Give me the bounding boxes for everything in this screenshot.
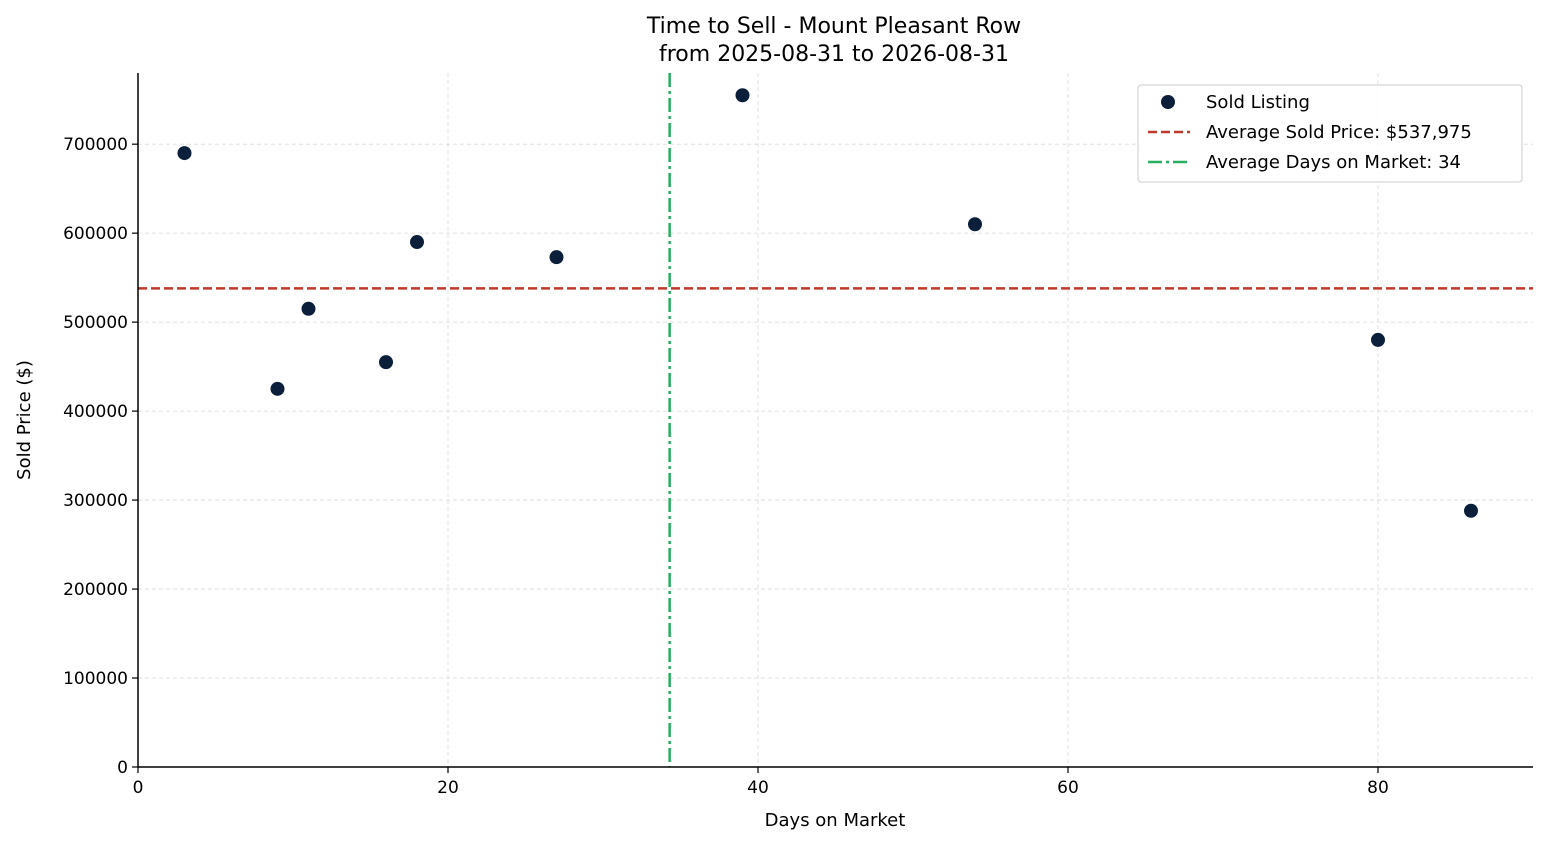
- legend-label-avg-days: Average Days on Market: 34: [1206, 152, 1461, 173]
- data-point: [1464, 503, 1478, 518]
- legend: Sold Listing Average Sold Price: $537,97…: [1137, 84, 1523, 183]
- legend-marker-sold-listing: [1161, 95, 1175, 109]
- data-point: [1371, 332, 1385, 347]
- y-tick-label: 400000: [63, 402, 128, 422]
- data-point: [549, 250, 564, 265]
- x-tick-label: 80: [1367, 778, 1389, 798]
- data-point: [968, 217, 982, 232]
- grid-lines: [138, 73, 1533, 767]
- data-point: [301, 301, 316, 316]
- y-tick-label: 200000: [63, 580, 128, 600]
- legend-label-avg-price: Average Sold Price: $537,975: [1206, 122, 1472, 143]
- x-tick-label: 60: [1057, 778, 1079, 798]
- legend-box: [1137, 84, 1523, 183]
- y-tick-label: 700000: [63, 135, 128, 155]
- data-points: [177, 88, 1478, 518]
- x-tick-label: 40: [747, 778, 769, 798]
- data-point: [379, 355, 393, 370]
- chart-subtitle: from 2025-08-31 to 2026-08-31: [659, 42, 1009, 67]
- data-point: [177, 146, 192, 161]
- x-axis-ticks: 0 20 40 60 80: [133, 767, 1389, 798]
- legend-label-sold-listing: Sold Listing: [1206, 92, 1310, 113]
- x-tick-label: 20: [437, 778, 459, 798]
- data-point: [270, 381, 285, 396]
- data-point: [735, 88, 750, 103]
- y-tick-label: 600000: [63, 224, 128, 244]
- x-tick-label: 0: [133, 778, 144, 798]
- chart-title: Time to Sell - Mount Pleasant Row: [646, 14, 1021, 39]
- reference-lines: [138, 73, 1533, 767]
- y-axis-label: Sold Price ($): [14, 360, 35, 480]
- y-tick-label: 300000: [63, 491, 128, 511]
- y-axis-ticks: 0 100000 200000 300000 400000 500000 600000 700…: [63, 135, 138, 778]
- y-tick-label: 500000: [63, 313, 128, 333]
- data-point: [410, 235, 424, 250]
- x-axis-label: Days on Market: [765, 810, 906, 831]
- y-tick-label: 0: [117, 758, 128, 778]
- y-tick-label: 100000: [63, 669, 128, 689]
